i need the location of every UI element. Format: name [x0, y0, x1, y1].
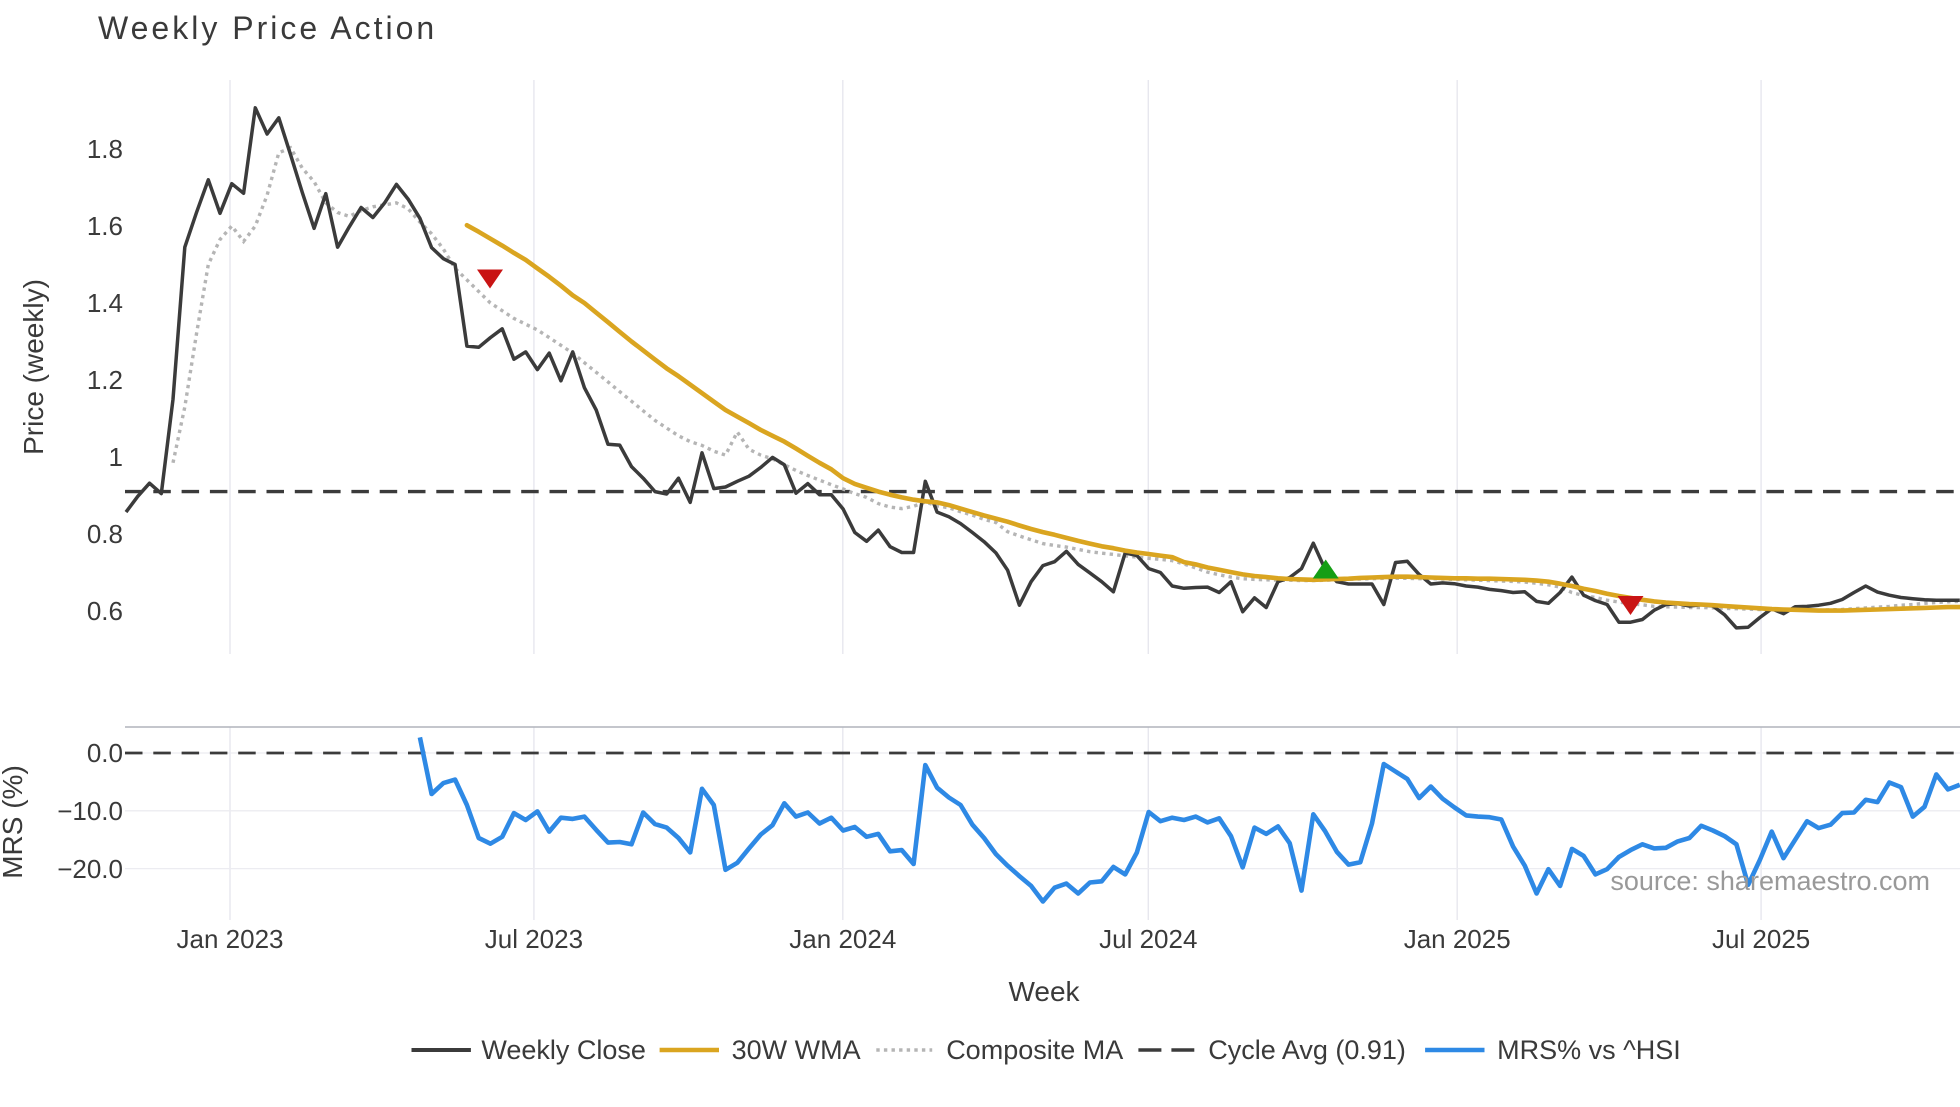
- svg-text:Jan 2024: Jan 2024: [789, 924, 896, 954]
- svg-text:1.8: 1.8: [87, 134, 123, 164]
- svg-text:1.6: 1.6: [87, 211, 123, 241]
- svg-text:MRS (%): MRS (%): [0, 765, 28, 879]
- svg-text:0.8: 0.8: [87, 519, 123, 549]
- svg-text:Jan 2025: Jan 2025: [1404, 924, 1511, 954]
- svg-text:Jul 2025: Jul 2025: [1712, 924, 1810, 954]
- svg-text:Weekly Price Action: Weekly Price Action: [98, 10, 437, 46]
- svg-text:1.4: 1.4: [87, 288, 123, 318]
- svg-text:Jan 2023: Jan 2023: [177, 924, 284, 954]
- svg-text:1: 1: [109, 442, 123, 472]
- svg-text:−20.0: −20.0: [57, 854, 123, 884]
- svg-text:30W WMA: 30W WMA: [732, 1035, 861, 1065]
- svg-text:Cycle Avg (0.91): Cycle Avg (0.91): [1208, 1035, 1406, 1065]
- svg-text:Weekly Close: Weekly Close: [481, 1035, 646, 1065]
- svg-text:−10.0: −10.0: [57, 796, 123, 826]
- svg-text:0.0: 0.0: [87, 738, 123, 768]
- svg-text:Composite MA: Composite MA: [946, 1035, 1123, 1065]
- svg-text:Price (weekly): Price (weekly): [18, 279, 49, 455]
- svg-text:Week: Week: [1008, 976, 1080, 1007]
- svg-text:0.6: 0.6: [87, 596, 123, 626]
- svg-text:1.2: 1.2: [87, 365, 123, 395]
- svg-text:Jul 2024: Jul 2024: [1099, 924, 1197, 954]
- svg-text:Jul 2023: Jul 2023: [485, 924, 583, 954]
- svg-text:MRS% vs ^HSI: MRS% vs ^HSI: [1497, 1035, 1681, 1065]
- svg-text:source: sharemaestro.com: source: sharemaestro.com: [1610, 866, 1930, 896]
